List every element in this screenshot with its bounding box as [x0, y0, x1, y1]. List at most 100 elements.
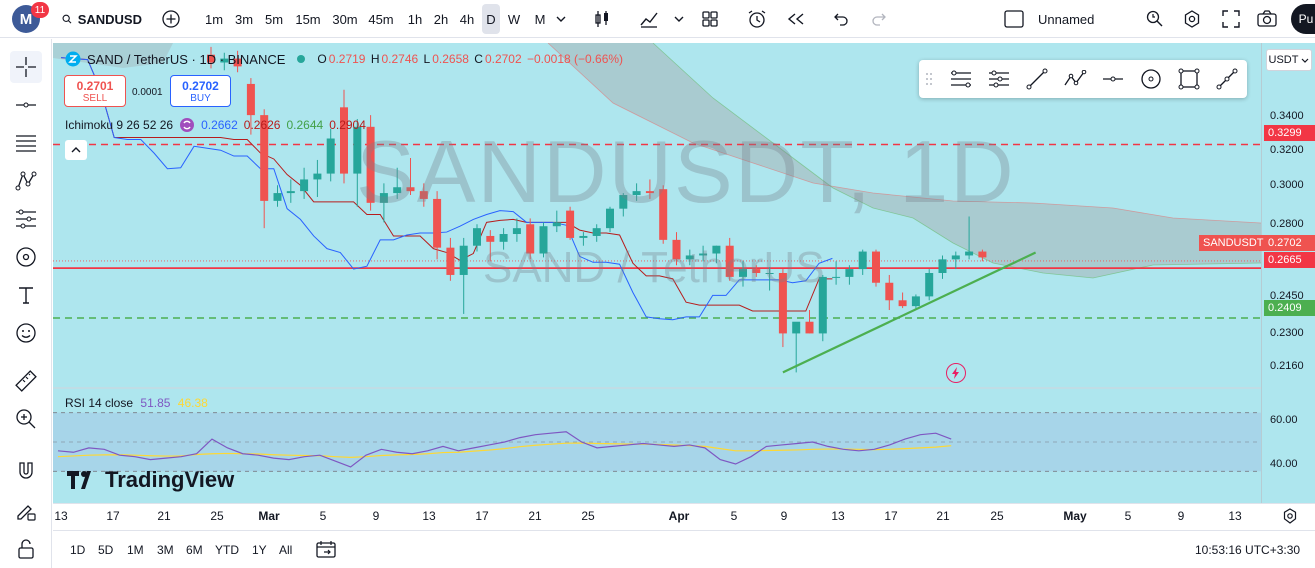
timeframe-M[interactable]: M — [534, 11, 546, 27]
range-1y[interactable]: 1Y — [252, 543, 267, 557]
drawing-tools-sidebar — [0, 39, 52, 568]
collapse-legend-button[interactable] — [65, 140, 87, 160]
candle-body — [233, 58, 242, 67]
path-icon — [1064, 70, 1087, 86]
symbol-search[interactable]: SANDUSD — [62, 0, 142, 38]
timeframe-1h[interactable]: 1h — [407, 11, 423, 27]
snapshot-button[interactable] — [1255, 0, 1279, 38]
range-ytd[interactable]: YTD — [215, 543, 239, 557]
price-tick: 0.2300 — [1270, 327, 1304, 339]
drag-handle[interactable] — [923, 67, 935, 91]
time-tick: 21 — [936, 509, 950, 523]
candle-body — [672, 239, 681, 260]
indicators-button[interactable] — [636, 0, 662, 38]
chevron-down-icon — [674, 16, 684, 22]
fullscreen-button[interactable] — [1219, 0, 1243, 38]
candle-body — [911, 296, 920, 307]
timeframe-30m[interactable]: 30m — [332, 11, 358, 27]
zoom-in-tool[interactable] — [10, 403, 42, 435]
chart-settings-button[interactable] — [1279, 506, 1301, 526]
fav-path-tool[interactable] — [1063, 67, 1087, 91]
range-3m[interactable]: 3M — [157, 543, 174, 557]
main-chart-pane[interactable]: SANDUSDT, 1D SAND / TetherUS SAND / Teth… — [53, 43, 1261, 503]
replay-button[interactable] — [784, 0, 808, 38]
timeframe-dropdown[interactable] — [550, 0, 572, 38]
forecast-tool[interactable] — [10, 203, 42, 235]
price-axis[interactable]: USDT 0.3400 0.3200 0.3000 0.2800 0.2450 … — [1261, 43, 1315, 503]
measure-tool[interactable] — [10, 365, 42, 397]
fav-brush-tool[interactable] — [1215, 67, 1239, 91]
time-tick: Mar — [258, 509, 280, 523]
rsi-tick: 40.00 — [1270, 458, 1298, 470]
icons-tool[interactable] — [10, 317, 42, 349]
timeframe-45m[interactable]: 45m — [368, 11, 394, 27]
candle-body — [832, 276, 841, 278]
candle-body — [486, 235, 495, 242]
text-tool[interactable] — [10, 279, 42, 311]
loading-icon — [180, 118, 195, 132]
chart-type-button[interactable] — [589, 0, 615, 38]
brush-icon — [1216, 68, 1238, 90]
range-6m[interactable]: 6M — [186, 543, 203, 557]
fav-trendline-tool[interactable] — [1025, 67, 1049, 91]
compare-add-button[interactable] — [158, 0, 184, 38]
currency-selector[interactable]: USDT — [1266, 49, 1312, 71]
timeframe-2h[interactable]: 2h — [433, 11, 449, 27]
candle-body — [872, 251, 880, 283]
timeframe-15m[interactable]: 15m — [295, 11, 321, 27]
ohlc-values: O 0.2719 H 0.2746 L 0.2658 C 0.2702 −0.0018 … — [317, 52, 624, 66]
fib-retracement-icon — [951, 70, 971, 88]
ichimoku-span-b — [547, 43, 1261, 224]
indicators-dropdown[interactable] — [670, 0, 688, 38]
notification-badge: 11 — [31, 2, 49, 18]
timeframe-1m[interactable]: 1m — [204, 11, 224, 27]
quick-search-button[interactable] — [1143, 0, 1167, 38]
fav-circle-tool[interactable] — [1139, 67, 1163, 91]
fav-fib-tool[interactable] — [949, 67, 973, 91]
range-1m[interactable]: 1M — [127, 543, 144, 557]
pattern-tool[interactable] — [10, 165, 42, 197]
timeframe-W[interactable]: W — [507, 11, 521, 27]
price-chart-canvas[interactable] — [53, 43, 1261, 503]
settings-button[interactable] — [1180, 0, 1204, 38]
ruler-icon — [15, 370, 37, 392]
crosshair-tool[interactable] — [10, 51, 42, 83]
candle-body — [592, 228, 601, 236]
range-5d[interactable]: 5D — [98, 543, 114, 557]
templates-button[interactable] — [698, 0, 722, 38]
alert-button[interactable] — [744, 0, 770, 38]
rectangle-icon — [1178, 68, 1200, 90]
fav-rectangle-tool[interactable] — [1177, 67, 1201, 91]
timeframe-3m[interactable]: 3m — [234, 11, 254, 27]
sell-button[interactable]: 0.2701 SELL — [64, 75, 126, 107]
range-all[interactable]: All — [279, 543, 293, 557]
date-range-button[interactable] — [316, 540, 336, 561]
smiley-icon — [16, 323, 36, 343]
timeframe-4h[interactable]: 4h — [459, 11, 475, 27]
candle-body — [366, 126, 375, 203]
lock-drawings-tool[interactable] — [10, 533, 42, 565]
undo-button[interactable] — [830, 0, 852, 38]
redo-button[interactable] — [868, 0, 890, 38]
event-marker[interactable] — [946, 363, 966, 383]
range-1d[interactable]: 1D — [70, 543, 86, 557]
buy-button[interactable]: 0.2702 BUY — [170, 75, 231, 107]
fav-horizontal-line-tool[interactable] — [1101, 67, 1125, 91]
time-axis[interactable]: 13 17 21 25 Mar 5 9 13 17 21 25 Apr 5 9 13 17 21 25 May 5 9 1… — [53, 503, 1315, 527]
magnet-tool[interactable] — [10, 455, 42, 487]
layout-menu[interactable]: Unnamed — [1004, 0, 1124, 38]
horizontal-line-tool[interactable] — [10, 89, 42, 121]
layout-name: Unnamed — [1038, 11, 1095, 27]
keep-drawing-tool[interactable] — [10, 495, 42, 527]
candle-body — [951, 255, 960, 260]
geometric-shapes-tool[interactable] — [10, 241, 42, 273]
candles-icon — [595, 11, 608, 27]
fav-fib-extension-tool[interactable] — [987, 67, 1011, 91]
timeframe-D[interactable]: D — [482, 4, 500, 34]
fib-tool[interactable] — [10, 127, 42, 159]
publish-button[interactable]: Pu — [1291, 4, 1315, 34]
clock-display[interactable]: 10:53:16 UTC+3:30 — [1195, 543, 1301, 557]
candle-body — [446, 247, 455, 275]
candle-body — [406, 187, 415, 192]
timeframe-5m[interactable]: 5m — [264, 11, 284, 27]
